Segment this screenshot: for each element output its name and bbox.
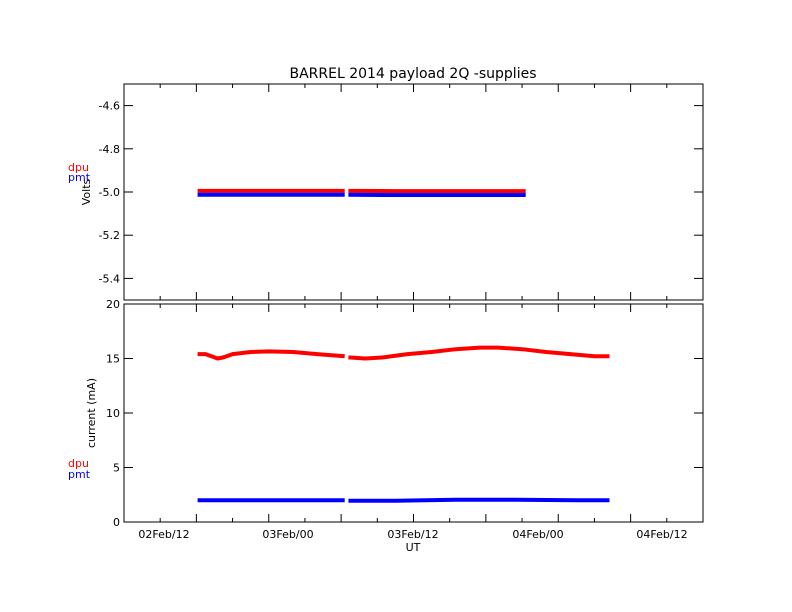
voltage-series xyxy=(197,188,526,197)
voltage-y-ticks: -4.6 -4.8 -5.0 -5.2 -5.4 xyxy=(99,100,703,285)
current-legend-dpu: dpu xyxy=(68,457,89,470)
voltage-legend-dpu: dpu xyxy=(68,161,89,174)
x-tick-labels: 02Feb/12 03Feb/00 03Feb/12 04Feb/00 04Feb/12 xyxy=(138,528,687,541)
current-x-ticks xyxy=(159,304,668,522)
voltage-x-ticks xyxy=(159,84,668,300)
current-panel: 0 5 10 15 20 current (mA) dpu pmt 02Feb/12 03… xyxy=(68,298,704,554)
voltage-y-tick-label: -4.8 xyxy=(99,143,120,156)
voltage-panel: -4.6 -4.8 -5.0 -5.2 -5.4 Volts dpu pmt xyxy=(68,83,704,301)
current-y-label: current (mA) xyxy=(85,378,98,448)
current-y-tick-label: 10 xyxy=(106,407,120,420)
current-series xyxy=(197,345,610,503)
voltage-y-tick-label: -4.6 xyxy=(99,100,120,113)
current-y-ticks: 0 5 10 15 20 xyxy=(106,298,703,529)
current-y-tick-label: 20 xyxy=(106,298,120,311)
current-y-tick-label: 15 xyxy=(106,353,120,366)
current-series-dpu xyxy=(197,345,610,361)
current-y-tick-label: 5 xyxy=(113,462,120,475)
voltage-y-tick-label: -5.0 xyxy=(99,186,120,199)
voltage-y-label: Volts xyxy=(80,178,93,205)
x-tick-label: 04Feb/12 xyxy=(636,528,687,541)
current-plot-frame xyxy=(123,303,704,523)
x-tick-label: 04Feb/00 xyxy=(512,528,563,541)
current-series-pmt xyxy=(197,497,610,503)
voltage-y-tick-label: -5.2 xyxy=(99,229,120,242)
chart-title: BARREL 2014 payload 2Q -supplies xyxy=(290,66,537,82)
voltage-legend-pmt: pmt xyxy=(68,171,91,184)
voltage-y-tick-label: -5.4 xyxy=(99,272,120,285)
x-axis-label: UT xyxy=(406,541,421,554)
x-tick-label: 03Feb/00 xyxy=(262,528,313,541)
x-tick-label: 03Feb/12 xyxy=(387,528,438,541)
current-y-tick-label: 0 xyxy=(113,516,120,529)
x-tick-label: 02Feb/12 xyxy=(138,528,189,541)
current-legend-pmt: pmt xyxy=(68,468,91,481)
